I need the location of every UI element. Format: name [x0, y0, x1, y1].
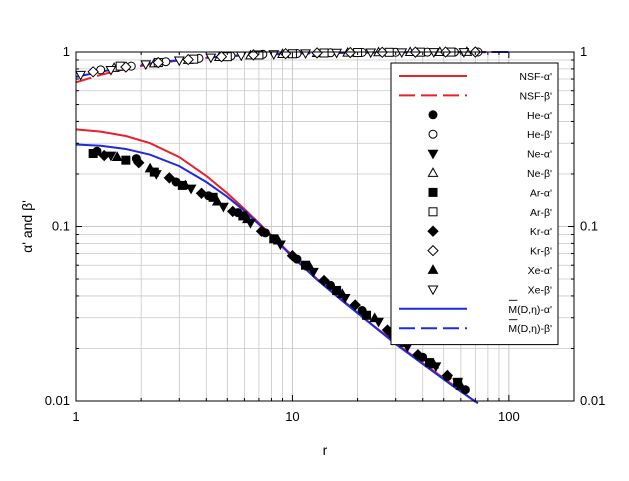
legend-item-m-d-eta-alpha: M(D,η)-α' [399, 299, 552, 316]
legend-label: M(D,η)-α' [508, 304, 552, 316]
legend-label: Xe-α' [528, 265, 552, 277]
data-point-kr-alpha [318, 274, 330, 287]
x-tick-label: 1 [72, 409, 79, 424]
data-point-kr-alpha [98, 149, 110, 162]
data-point-xe-alpha [272, 234, 284, 245]
legend-item-xe-alpha: Xe-α' [427, 264, 552, 277]
legend-label: NSF-α' [519, 71, 552, 83]
data-point-xe-alpha [455, 380, 467, 390]
data-point-kr-beta [152, 56, 164, 69]
y-axis-label: α' and β' [19, 200, 35, 253]
legend-marker-xe-alpha [427, 264, 439, 274]
legend-marker-ne-alpha [427, 149, 439, 160]
legend-label: Xe-β' [528, 284, 552, 296]
data-point-xe-beta [173, 56, 185, 67]
data-point-kr-beta [120, 61, 132, 73]
legend-label: He-β' [527, 129, 552, 141]
data-point-xe-alpha [144, 162, 156, 173]
data-point-xe-alpha [111, 151, 123, 161]
data-point-xe-beta [428, 48, 440, 58]
legend-marker-ar-alpha [428, 187, 438, 197]
plot-frame [75, 51, 575, 402]
x-tick-label: 10 [285, 409, 299, 424]
data-point-xe-alpha [304, 260, 316, 271]
data-point-xe-beta [458, 48, 470, 58]
legend-label: M(D,η)-β' [508, 323, 552, 335]
data-point-xe-beta [140, 60, 152, 71]
legend-marker-he-beta [428, 129, 438, 139]
legend-label: NSF-β' [519, 90, 552, 102]
data-point-ar-alpha [362, 310, 372, 320]
y-tick-label: 1 [63, 44, 70, 59]
legend-item-m-d-eta-beta: M(D,η)-β' [399, 319, 552, 335]
data-point-xe-alpha [428, 358, 440, 369]
x-tick-label: 100 [498, 409, 520, 424]
data-point-ar-alpha [121, 155, 131, 165]
data-point-ar-alpha [88, 149, 98, 159]
data-point-kr-alpha [195, 187, 208, 199]
y-tick-label-right: 1 [580, 44, 587, 59]
legend-item-kr-beta: Kr-β' [427, 244, 552, 258]
data-point-kr-beta [344, 46, 356, 59]
data-point-kr-beta [311, 47, 323, 59]
data-point-xe-beta [105, 65, 117, 76]
data-point-xe-alpha [242, 213, 253, 224]
data-point-kr-beta [182, 53, 194, 66]
data-point-xe-alpha [369, 312, 381, 323]
legend-marker-xe-beta [427, 285, 439, 296]
data-point-xe-alpha [336, 288, 348, 298]
y-tick-label: 0.1 [52, 219, 70, 234]
data-point-kr-alpha [255, 225, 268, 237]
data-point-kr-beta [215, 50, 228, 63]
legend-box [390, 62, 559, 346]
marker-layer [75, 46, 483, 395]
legend-item-ar-beta: Ar-β' [428, 207, 552, 219]
data-point-kr-alpha [163, 172, 176, 184]
data-point-kr-alpha [286, 250, 299, 262]
legend-item-ar-alpha: Ar-α' [428, 187, 552, 199]
data-point-xe-beta [365, 48, 377, 59]
data-point-xe-alpha [179, 179, 191, 190]
legend-item-he-alpha: He-α' [428, 110, 552, 122]
legend-marker-ar-beta [428, 207, 438, 217]
legend-marker-ne-beta [427, 167, 439, 177]
legend-marker-kr-alpha [427, 225, 439, 237]
legend-marker-kr-beta [427, 244, 439, 257]
data-point-xe-beta [331, 48, 343, 59]
data-point-ar-alpha [332, 285, 342, 295]
legend-label: Kr-α' [530, 226, 552, 238]
data-point-kr-beta [87, 66, 99, 78]
tick-labels: 1 10 100 0.01 0.01 0.1 0.1 1 1 [45, 44, 606, 424]
data-point-xe-beta [75, 70, 87, 81]
data-point-xe-beta [396, 48, 408, 59]
legend-item-nsf-beta: NSF-β' [399, 90, 552, 102]
data-point-xe-alpha [211, 195, 223, 206]
y-tick-label-right: 0.01 [580, 393, 605, 408]
x-axis-label: r [323, 442, 328, 458]
legend-item-he-beta: He-β' [428, 129, 552, 141]
data-point-kr-alpha [349, 299, 361, 311]
legend-item-nsf-alpha: NSF-α' [399, 71, 552, 83]
data-point-kr-alpha [441, 369, 454, 382]
y-tick-label: 0.01 [45, 393, 70, 408]
legend-item-kr-alpha: Kr-α' [427, 225, 552, 238]
legend-label: Ne-α' [527, 149, 552, 161]
legend-item-ne-beta: Ne-β' [427, 167, 552, 180]
legend-label: Ne-β' [527, 168, 552, 180]
data-point-kr-alpha [227, 205, 239, 218]
data-point-kr-alpha [133, 157, 145, 169]
legend-label: Ar-α' [530, 187, 552, 199]
legend-item-xe-beta: Xe-β' [427, 284, 552, 296]
legend-label: Ar-β' [530, 207, 552, 219]
legend-marker-he-alpha [428, 110, 438, 120]
legend-label: Kr-β' [530, 246, 552, 258]
y-tick-label-right: 0.1 [580, 219, 598, 234]
legend-item-ne-alpha: Ne-α' [427, 149, 552, 161]
data-point-xe-beta [205, 53, 217, 64]
legend-label: He-α' [527, 110, 552, 122]
data-point-kr-alpha [412, 349, 424, 361]
legend: NSF-α' NSF-β' He-α' He-β' Ne-α' Ne-β' Ar-α' Ar-… [390, 62, 559, 346]
